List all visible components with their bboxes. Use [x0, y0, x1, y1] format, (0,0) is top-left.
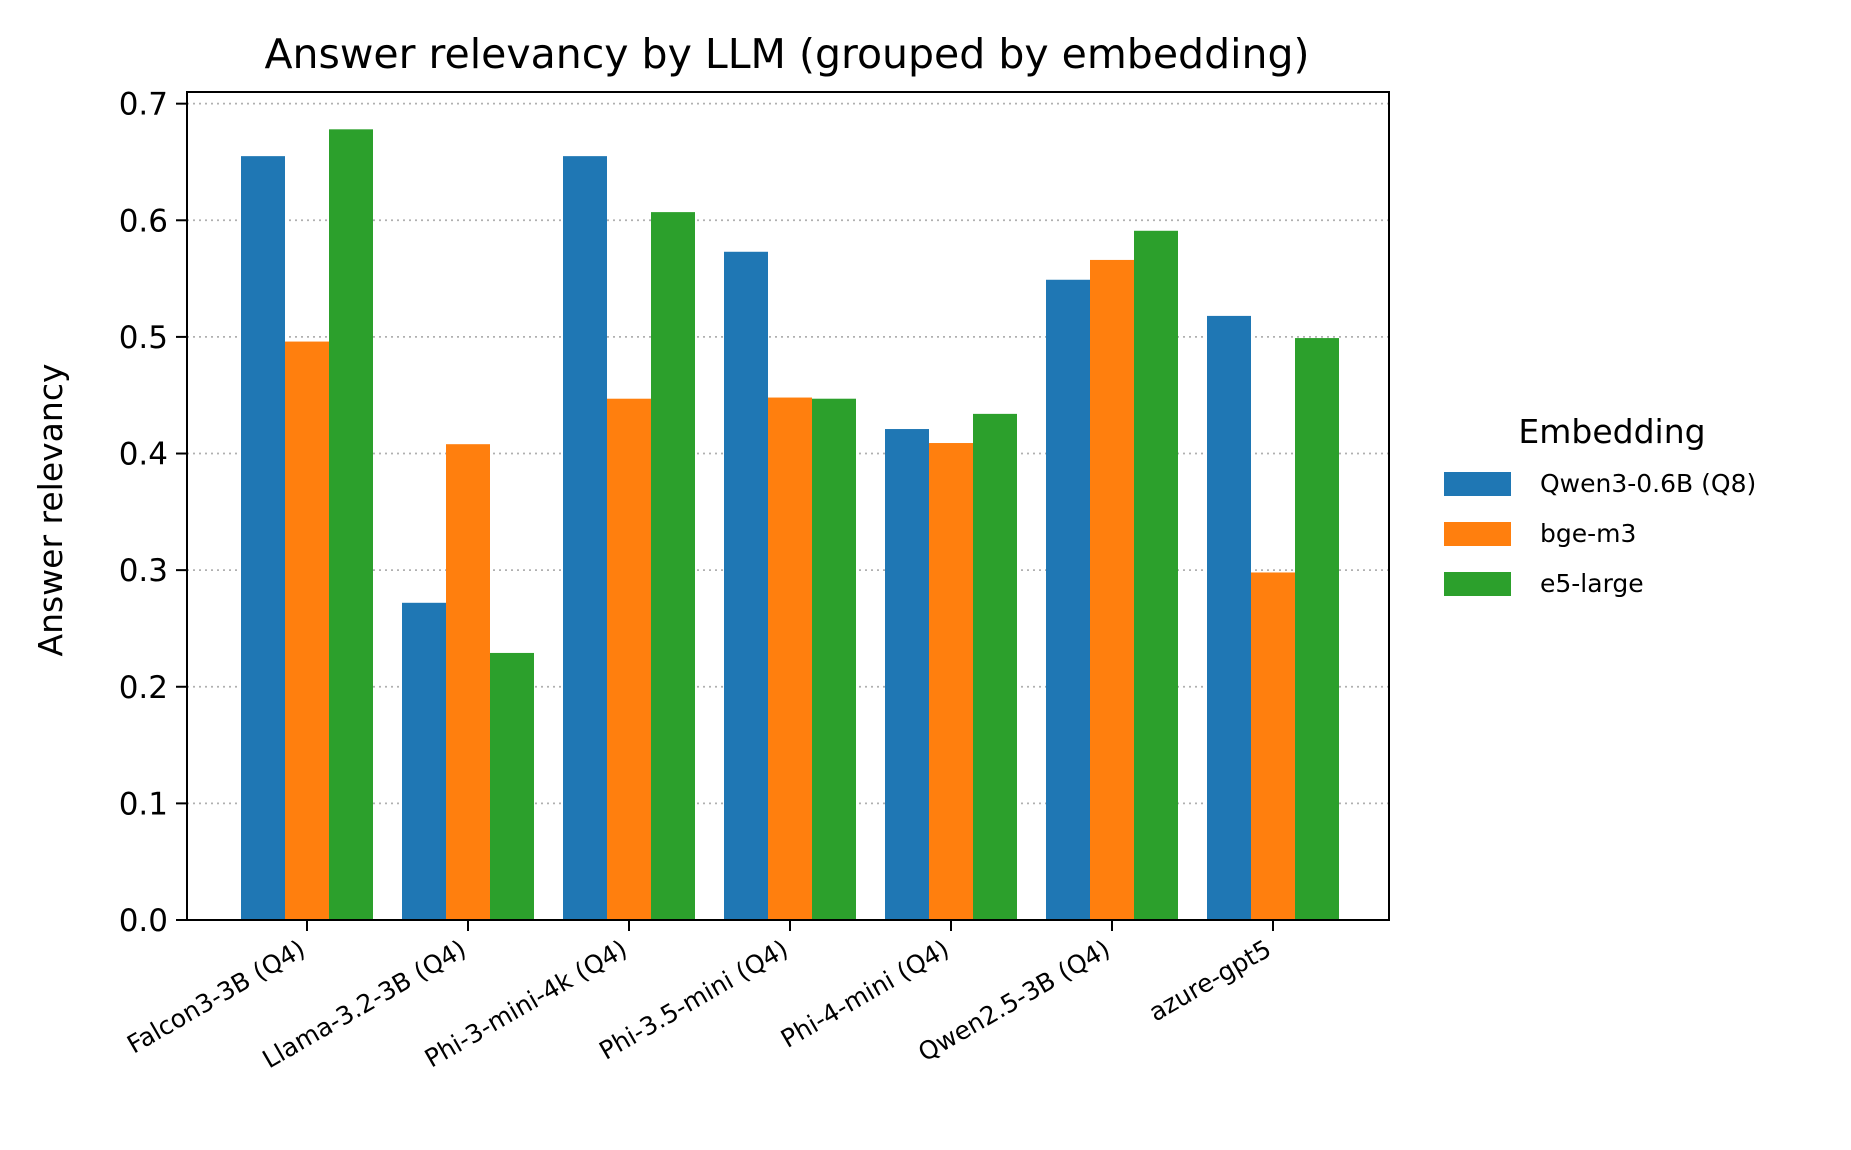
- legend-swatch: [1444, 472, 1511, 496]
- y-tick-label: 0.4: [119, 437, 168, 473]
- bar: [490, 652, 534, 920]
- bar: [1090, 259, 1134, 921]
- bar: [563, 156, 607, 920]
- legend: Embedding Qwen3-0.6B (Q8) bge-m3 e5-large: [1444, 412, 1756, 598]
- bar: [973, 413, 1017, 920]
- legend-label: e5-large: [1540, 569, 1644, 598]
- bars: [241, 129, 1339, 921]
- bar: [1207, 315, 1251, 920]
- chart-title: Answer relevancy by LLM (grouped by embe…: [265, 30, 1310, 78]
- bar: [1295, 338, 1339, 920]
- y-tick-label: 0.3: [119, 553, 168, 589]
- legend-label: Qwen3-0.6B (Q8): [1540, 469, 1756, 498]
- bar: [607, 398, 651, 921]
- bar: [1251, 572, 1295, 920]
- bar: [724, 251, 768, 920]
- y-tick-label: 0.5: [119, 320, 168, 356]
- bar: [651, 212, 695, 921]
- bar: [1046, 279, 1090, 920]
- bar: [329, 129, 373, 921]
- bar: [285, 341, 329, 921]
- legend-swatch: [1444, 572, 1511, 596]
- y-tick-label: 0.1: [119, 786, 168, 822]
- legend-title: Embedding: [1518, 412, 1705, 451]
- plot-frame: [186, 91, 1390, 921]
- y-tick-label: 0.7: [119, 87, 168, 123]
- bar: [812, 398, 856, 921]
- bar: [1134, 230, 1178, 920]
- x-axis-ticks: Falcon3-3B (Q4)Llama-3.2-3B (Q4)Phi-3-mi…: [122, 920, 1276, 1074]
- legend-label: bge-m3: [1540, 519, 1636, 548]
- bar: [402, 602, 446, 920]
- bar: [929, 443, 973, 920]
- bar: [241, 156, 285, 920]
- y-axis-ticks: 0.0 0.1 0.2 0.3 0.4 0.5 0.6 0.7: [119, 87, 187, 939]
- y-tick-label: 0.2: [119, 670, 168, 706]
- y-axis-label: Answer relevancy: [31, 364, 70, 657]
- bar: [446, 444, 490, 920]
- bar: [768, 397, 812, 920]
- legend-swatch: [1444, 522, 1511, 546]
- bar: [885, 429, 929, 920]
- y-tick-label: 0.6: [119, 203, 168, 239]
- y-tick-label: 0.0: [119, 903, 168, 939]
- x-tick-label: azure-gpt5: [1144, 934, 1276, 1027]
